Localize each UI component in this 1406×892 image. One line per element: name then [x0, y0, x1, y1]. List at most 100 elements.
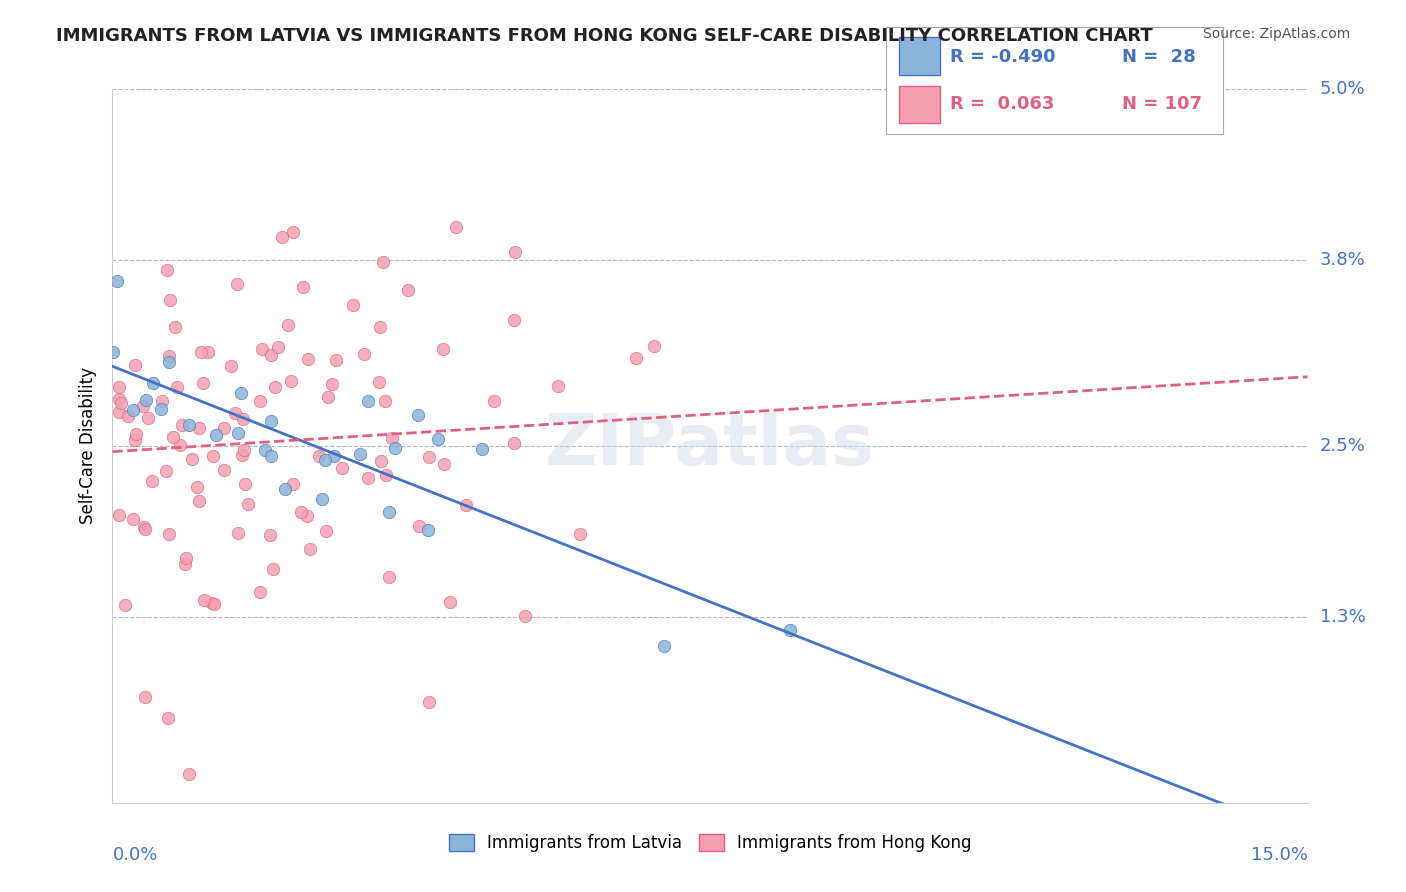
Point: [212, 421, 235, 435]
Point: [503, 435, 526, 450]
Point: [232, 412, 254, 426]
Point: [503, 313, 526, 327]
Point: [260, 450, 283, 464]
Point: [124, 434, 146, 448]
Point: [626, 351, 648, 365]
Point: [356, 471, 378, 485]
Point: [249, 394, 271, 409]
Point: [177, 767, 200, 781]
Point: [155, 263, 177, 277]
Point: [156, 711, 179, 725]
Point: [108, 392, 131, 407]
Point: [180, 451, 202, 466]
Point: [238, 497, 260, 511]
Point: [432, 343, 454, 357]
Point: [311, 491, 333, 506]
Point: [159, 293, 181, 308]
Point: [547, 379, 569, 393]
Point: [408, 519, 430, 533]
Y-axis label: Self-Care Disability: Self-Care Disability: [79, 368, 97, 524]
Text: 0.0%: 0.0%: [112, 846, 157, 863]
Point: [193, 376, 215, 390]
Point: [427, 432, 450, 446]
Point: [643, 339, 665, 353]
Point: [299, 541, 322, 556]
Point: [330, 461, 353, 475]
Point: [226, 425, 249, 440]
Point: [349, 447, 371, 461]
Point: [201, 596, 224, 610]
Point: [569, 527, 592, 541]
Point: [297, 352, 319, 367]
Text: Source: ZipAtlas.com: Source: ZipAtlas.com: [1202, 27, 1350, 41]
Text: N = 107: N = 107: [1122, 95, 1202, 112]
Point: [253, 443, 276, 458]
Point: [136, 411, 159, 425]
Point: [231, 448, 253, 462]
Point: [187, 421, 209, 435]
Point: [515, 609, 537, 624]
Point: [357, 393, 380, 408]
Point: [283, 477, 305, 491]
Point: [224, 405, 246, 419]
Text: 1.3%: 1.3%: [1320, 608, 1365, 626]
Point: [108, 405, 131, 419]
Point: [292, 280, 315, 294]
Point: [103, 345, 125, 359]
Point: [188, 494, 211, 508]
Point: [259, 348, 281, 362]
Point: [396, 284, 419, 298]
Point: [122, 402, 145, 417]
Point: [406, 408, 429, 422]
Point: [108, 508, 131, 522]
Point: [122, 511, 145, 525]
Point: [370, 454, 392, 468]
Point: [259, 528, 281, 542]
Point: [418, 524, 440, 538]
Point: [174, 550, 197, 565]
Point: [484, 393, 506, 408]
Point: [231, 386, 253, 401]
Point: [134, 690, 156, 704]
Point: [162, 430, 184, 444]
Point: [418, 450, 440, 465]
Point: [202, 597, 225, 611]
Point: [316, 390, 339, 404]
Point: [295, 508, 318, 523]
Point: [652, 639, 675, 653]
Point: [271, 230, 294, 244]
Text: 3.8%: 3.8%: [1320, 252, 1365, 269]
Point: [308, 449, 330, 463]
Point: [283, 226, 305, 240]
Point: [157, 355, 180, 369]
Point: [262, 562, 284, 576]
FancyBboxPatch shape: [900, 86, 939, 123]
Point: [117, 409, 139, 423]
Text: 2.5%: 2.5%: [1320, 437, 1365, 455]
Point: [779, 624, 801, 638]
Point: [163, 320, 186, 334]
Point: [274, 482, 297, 496]
Point: [378, 505, 401, 519]
Point: [378, 570, 401, 584]
Point: [135, 393, 157, 408]
Point: [124, 358, 146, 372]
Point: [368, 320, 391, 334]
Point: [503, 244, 526, 259]
Point: [157, 349, 180, 363]
Point: [232, 442, 254, 457]
Point: [134, 520, 156, 534]
Point: [342, 298, 364, 312]
Point: [125, 426, 148, 441]
Point: [150, 402, 173, 417]
Point: [193, 592, 215, 607]
Point: [219, 359, 242, 373]
Text: R = -0.490: R = -0.490: [950, 48, 1056, 66]
Text: R =  0.063: R = 0.063: [950, 95, 1054, 112]
Point: [439, 595, 461, 609]
Point: [374, 468, 396, 483]
Point: [433, 457, 456, 471]
Point: [108, 380, 131, 394]
Point: [315, 524, 337, 539]
Point: [384, 442, 406, 456]
